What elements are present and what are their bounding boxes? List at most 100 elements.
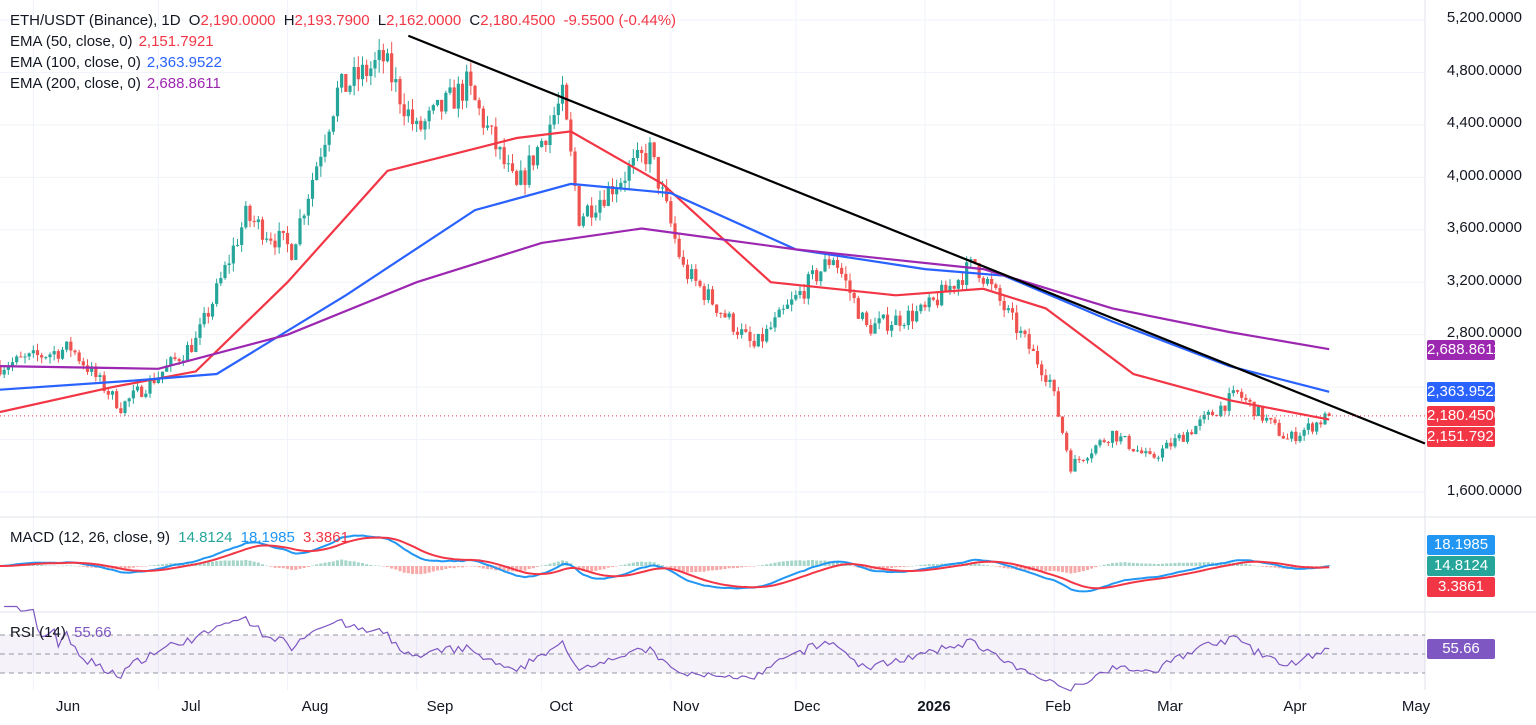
candle-body bbox=[1294, 431, 1298, 442]
candle-body bbox=[952, 285, 956, 289]
macd-histogram-bar bbox=[361, 562, 364, 566]
candle-body bbox=[315, 166, 319, 180]
candle-body bbox=[1181, 434, 1185, 442]
candle-body bbox=[627, 165, 631, 181]
macd-histogram-bar bbox=[1323, 565, 1327, 566]
macd-histogram-bar bbox=[536, 566, 539, 567]
macd-histogram-bar bbox=[902, 566, 906, 567]
macd-histogram-bar bbox=[473, 566, 477, 567]
macd-histogram-bar bbox=[727, 566, 731, 569]
macd-histogram-bar bbox=[748, 566, 752, 567]
candle-body bbox=[119, 408, 123, 414]
candle-body bbox=[906, 310, 910, 326]
candle-body bbox=[844, 273, 848, 281]
candle-body bbox=[348, 85, 352, 92]
candle-body bbox=[985, 278, 990, 284]
trend-line bbox=[407, 34, 1426, 445]
open-value: 2,190.0000 bbox=[200, 12, 276, 29]
macd-histogram-bar bbox=[1023, 566, 1027, 571]
candle-body bbox=[256, 219, 260, 223]
candle-body bbox=[398, 79, 402, 105]
candle-body bbox=[227, 263, 231, 266]
macd-histogram-bar bbox=[852, 566, 856, 567]
ema200-legend[interactable]: EMA (200, close, 0) 2,688.8611 bbox=[10, 75, 221, 92]
macd-histogram-bar bbox=[677, 566, 681, 571]
candle-body bbox=[265, 238, 269, 240]
candle-body bbox=[777, 309, 781, 318]
candle-body bbox=[215, 283, 219, 304]
candle-body bbox=[73, 350, 77, 353]
macd-histogram-bar bbox=[931, 563, 935, 566]
macd-histogram-bar bbox=[440, 566, 444, 571]
candle-body bbox=[23, 356, 27, 358]
macd-histogram-bar bbox=[1136, 563, 1139, 566]
macd-histogram-bar bbox=[898, 566, 902, 568]
macd-histogram-bar bbox=[1081, 566, 1085, 572]
ema50-legend[interactable]: EMA (50, close, 0) 2,151.7921 bbox=[10, 33, 214, 50]
rsi-legend[interactable]: RSI (14) 55.66 bbox=[10, 624, 112, 641]
candle-body bbox=[77, 352, 81, 362]
macd-histogram-bar bbox=[581, 566, 585, 571]
candle-body bbox=[306, 198, 310, 216]
macd-histogram-bar bbox=[1065, 566, 1069, 573]
macd-histogram-bar bbox=[1048, 566, 1052, 571]
time-tick: Apr bbox=[1283, 698, 1307, 715]
candle-body bbox=[577, 186, 581, 226]
candle-body bbox=[1010, 308, 1015, 313]
ema50-legend-value: 2,151.7921 bbox=[138, 33, 214, 50]
macd-histogram-bar bbox=[227, 560, 231, 566]
macd-histogram-bar bbox=[281, 566, 285, 569]
macd-histogram-bar bbox=[1265, 566, 1269, 568]
candle-body bbox=[148, 378, 152, 394]
macd-histogram-bar bbox=[906, 566, 910, 567]
candle-body bbox=[731, 313, 735, 332]
time-tick: Jun bbox=[55, 698, 81, 715]
macd-histogram-bar bbox=[1148, 563, 1152, 566]
candle-body bbox=[648, 142, 652, 165]
candle-body bbox=[485, 125, 490, 128]
candle-body bbox=[310, 179, 315, 199]
candle-body bbox=[515, 171, 519, 185]
candle-body bbox=[123, 401, 127, 414]
macd-histogram-bar bbox=[402, 566, 406, 573]
candle-body bbox=[144, 393, 148, 397]
macd-histogram-bar bbox=[540, 565, 544, 567]
candle-body bbox=[1148, 451, 1152, 454]
time-tick: May bbox=[1401, 698, 1431, 715]
symbol-label[interactable]: ETH/USDT (Binance), 1D bbox=[10, 12, 181, 29]
candle-body bbox=[723, 313, 727, 318]
macd-histogram-bar bbox=[348, 561, 352, 566]
macd-histogram-bar bbox=[990, 565, 994, 567]
macd-histogram-bar bbox=[794, 560, 798, 566]
candle-body bbox=[960, 280, 965, 285]
candle-body bbox=[277, 230, 281, 248]
candle-body bbox=[1040, 364, 1044, 376]
candle-body bbox=[698, 280, 702, 287]
candle-body bbox=[848, 280, 852, 293]
macd-legend[interactable]: MACD (12, 26, close, 9) 14.8124 18.1985 … bbox=[10, 529, 349, 546]
candle-body bbox=[1265, 417, 1269, 421]
macd-histogram-bar bbox=[531, 566, 535, 569]
macd-histogram-bar bbox=[273, 566, 277, 568]
macd-histogram-bar bbox=[1261, 566, 1264, 567]
macd-histogram-bar bbox=[1294, 566, 1298, 569]
candle-body bbox=[410, 109, 415, 125]
candle-body bbox=[1310, 423, 1315, 432]
candle-body bbox=[194, 337, 198, 352]
candle-body bbox=[652, 142, 656, 158]
candle-body bbox=[794, 294, 798, 300]
candle-body bbox=[881, 314, 885, 319]
macd-histogram-bar bbox=[448, 566, 452, 569]
candle-body bbox=[65, 341, 69, 350]
candle-body bbox=[944, 284, 948, 292]
ema100-legend[interactable]: EMA (100, close, 0) 2,363.9522 bbox=[10, 54, 222, 71]
candle-body bbox=[1244, 397, 1248, 400]
candle-body bbox=[294, 244, 298, 260]
macd-histogram-bar bbox=[365, 564, 369, 566]
candle-body bbox=[1002, 300, 1006, 311]
candle-body bbox=[135, 386, 140, 391]
candle-body bbox=[448, 87, 452, 93]
candle-body bbox=[169, 357, 173, 366]
macd-histogram-bar bbox=[765, 564, 769, 566]
